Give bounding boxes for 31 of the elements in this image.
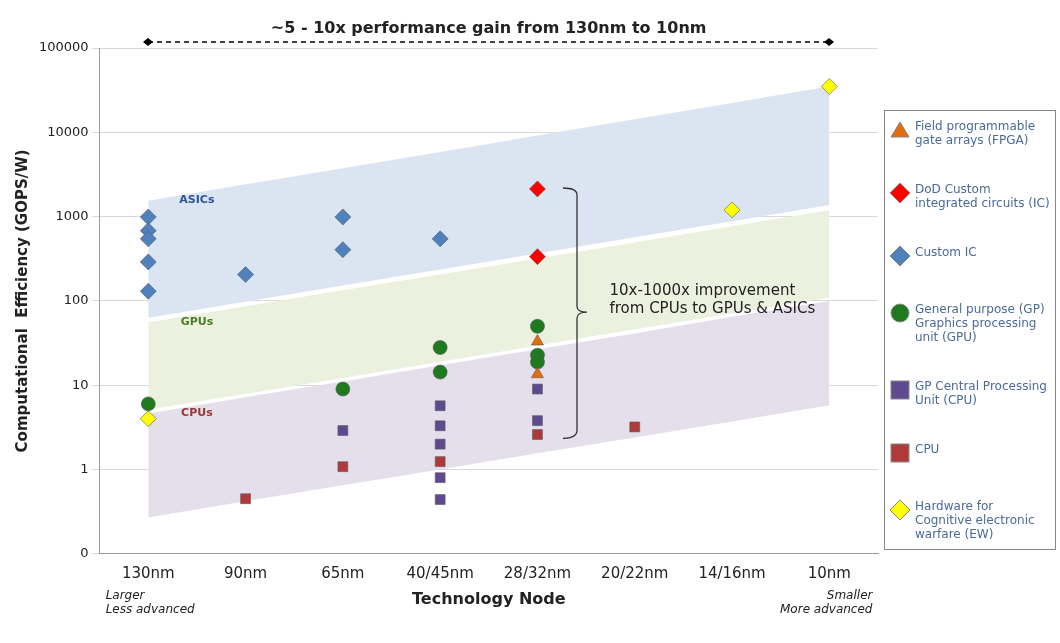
x-tick-label: 20/22nm <box>601 563 669 582</box>
y-tick-label: 10000 <box>47 123 89 139</box>
legend-label: DoD Custom integrated circuits (IC) <box>915 182 1051 210</box>
x-axis-title: Technology Node <box>412 588 566 608</box>
legend-label: Hardware for Cognitive electronic warfare (EW) <box>915 499 1036 541</box>
text: Larger Less advanced <box>105 587 195 616</box>
legend-label: Custom IC <box>915 245 977 259</box>
legend-label: Field programmable gate arrays (FPGA) <box>915 119 1037 147</box>
x-tick-label: 14/16nm <box>698 563 766 582</box>
y-tick-label: 0 <box>80 545 89 561</box>
legend-label: GP Central Processing Unit (CPU) <box>915 379 1048 407</box>
y-tick-label: 100 <box>63 292 89 308</box>
x-tick-label: 65nm <box>321 563 365 582</box>
y-tick-label: 1 <box>80 460 89 476</box>
legend-label: CPU <box>915 442 940 456</box>
text: Smaller More advanced <box>780 587 873 616</box>
x-tick-label: 28/32nm <box>503 563 572 582</box>
series-label: GPUs <box>180 315 214 329</box>
annotation: 10x-1000x improvement from CPUs to GPUs & ASICs <box>609 280 816 317</box>
series-label: CPUs <box>181 406 214 420</box>
x-tick-label: 10nm <box>807 563 851 582</box>
chart-title: ~5 - 10x performance gain from 130nm to 10nm <box>264 18 713 37</box>
y-axis-title: Computational Efficiency (GOPS/W) <box>12 149 31 453</box>
y-tick-label: 1000 <box>55 207 89 223</box>
y-tick-label: 10 <box>72 376 89 392</box>
x-tick-label: 130nm <box>121 563 175 582</box>
series-label: ASICs <box>179 193 215 207</box>
x-tick-label: 40/45nm <box>406 563 474 582</box>
x-tick-label: 90nm <box>223 563 268 582</box>
legend-label: General purpose (GP) Graphics processing unit (GPU) <box>915 302 1046 344</box>
y-tick-label: 100000 <box>38 39 89 55</box>
